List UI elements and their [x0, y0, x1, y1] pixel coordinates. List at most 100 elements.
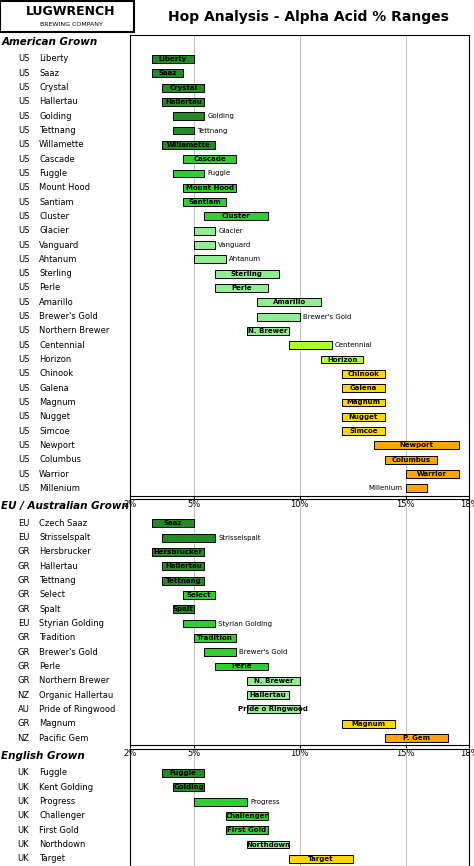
- Bar: [194, 634, 236, 642]
- Text: Golding: Golding: [173, 785, 204, 791]
- Text: UK: UK: [18, 768, 29, 778]
- Text: US: US: [18, 340, 29, 350]
- Bar: [183, 591, 215, 598]
- Text: Perle: Perle: [39, 662, 60, 671]
- Text: Tettnang: Tettnang: [39, 576, 76, 585]
- Text: Target: Target: [308, 856, 334, 862]
- Text: Galena: Galena: [350, 385, 377, 391]
- Text: Newport: Newport: [39, 441, 75, 450]
- Text: US: US: [18, 269, 29, 278]
- Text: Warrior: Warrior: [39, 469, 70, 479]
- Text: Northdown: Northdown: [246, 842, 290, 848]
- Bar: [384, 734, 448, 742]
- Text: Perle: Perle: [231, 285, 252, 291]
- Text: Saaz: Saaz: [39, 68, 59, 78]
- Bar: [162, 84, 204, 92]
- Text: GR: GR: [17, 591, 30, 599]
- Text: Centennial: Centennial: [39, 340, 85, 350]
- Text: Liberty: Liberty: [39, 55, 68, 63]
- Text: Chinook: Chinook: [347, 371, 379, 377]
- Text: Hersbrucker: Hersbrucker: [39, 547, 91, 557]
- Text: Fuggle: Fuggle: [39, 768, 67, 778]
- Text: Millenium: Millenium: [39, 484, 80, 493]
- Text: US: US: [18, 370, 29, 378]
- Text: Cascade: Cascade: [193, 156, 226, 162]
- Text: Progress: Progress: [250, 798, 280, 805]
- Bar: [342, 427, 384, 435]
- Text: Vanguard: Vanguard: [218, 242, 252, 248]
- Text: NZ: NZ: [18, 690, 29, 700]
- Text: UK: UK: [18, 855, 29, 863]
- Text: Columbus: Columbus: [39, 456, 81, 464]
- Text: AU: AU: [18, 705, 29, 714]
- Bar: [257, 299, 321, 307]
- Text: Cluster: Cluster: [222, 213, 251, 219]
- Bar: [342, 720, 395, 727]
- Text: Northern Brewer: Northern Brewer: [39, 676, 109, 685]
- Bar: [257, 313, 300, 320]
- Text: US: US: [18, 112, 29, 120]
- Text: Amarillo: Amarillo: [39, 298, 74, 307]
- Bar: [194, 255, 226, 263]
- Bar: [204, 212, 268, 220]
- Text: UK: UK: [18, 825, 29, 835]
- Bar: [194, 227, 215, 235]
- Text: Styrian Golding: Styrian Golding: [218, 621, 272, 626]
- Text: Magnum: Magnum: [39, 719, 76, 728]
- Text: N. Brewer: N. Brewer: [254, 678, 293, 684]
- Text: US: US: [18, 484, 29, 493]
- Text: Tradition: Tradition: [39, 633, 75, 643]
- Bar: [173, 170, 204, 178]
- Text: US: US: [18, 226, 29, 236]
- Text: Northdown: Northdown: [39, 840, 85, 849]
- Text: Pride o Ringwood: Pride o Ringwood: [238, 707, 308, 713]
- Text: Simcoe: Simcoe: [349, 428, 378, 434]
- Text: US: US: [18, 169, 29, 178]
- Text: Centennial: Centennial: [335, 342, 373, 348]
- Text: First Gold: First Gold: [228, 827, 266, 833]
- Text: US: US: [18, 197, 29, 207]
- Bar: [342, 385, 384, 392]
- Text: Ahtanum: Ahtanum: [39, 255, 77, 264]
- Text: UK: UK: [18, 840, 29, 849]
- Bar: [247, 706, 300, 714]
- Bar: [173, 784, 204, 792]
- Bar: [194, 798, 247, 805]
- Text: Kent Golding: Kent Golding: [39, 783, 93, 792]
- Text: Magnum: Magnum: [39, 398, 76, 407]
- Text: Horizon: Horizon: [327, 357, 357, 363]
- Text: US: US: [18, 412, 29, 421]
- Text: Tettnang: Tettnang: [197, 127, 228, 133]
- Bar: [162, 769, 204, 777]
- Text: Tettnang: Tettnang: [39, 126, 76, 135]
- Text: US: US: [18, 83, 29, 92]
- Text: Pride of Ringwood: Pride of Ringwood: [39, 705, 116, 714]
- Text: Newport: Newport: [399, 443, 433, 449]
- Text: Golding: Golding: [39, 112, 72, 120]
- Bar: [384, 456, 438, 463]
- Bar: [152, 548, 204, 556]
- Text: Spalt: Spalt: [39, 604, 61, 614]
- Text: Nugget: Nugget: [349, 414, 378, 420]
- Text: Progress: Progress: [39, 797, 75, 806]
- Bar: [162, 562, 204, 570]
- Text: Brewer's Gold: Brewer's Gold: [39, 648, 98, 656]
- Bar: [406, 470, 459, 478]
- Text: US: US: [18, 326, 29, 335]
- Text: EU: EU: [18, 619, 29, 628]
- Text: Glacier: Glacier: [39, 226, 69, 236]
- Bar: [183, 198, 226, 206]
- Bar: [289, 341, 332, 349]
- Text: N. Brewer: N. Brewer: [248, 328, 288, 334]
- Text: US: US: [18, 427, 29, 436]
- Bar: [215, 284, 268, 292]
- Text: US: US: [18, 68, 29, 78]
- Bar: [173, 113, 204, 120]
- Text: Magnum: Magnum: [346, 399, 380, 405]
- Text: First Gold: First Gold: [39, 825, 79, 835]
- Text: Golding: Golding: [208, 113, 235, 120]
- Text: Perle: Perle: [231, 663, 252, 669]
- Bar: [183, 155, 236, 163]
- Text: Amarillo: Amarillo: [273, 300, 306, 306]
- Text: Crystal: Crystal: [169, 85, 197, 91]
